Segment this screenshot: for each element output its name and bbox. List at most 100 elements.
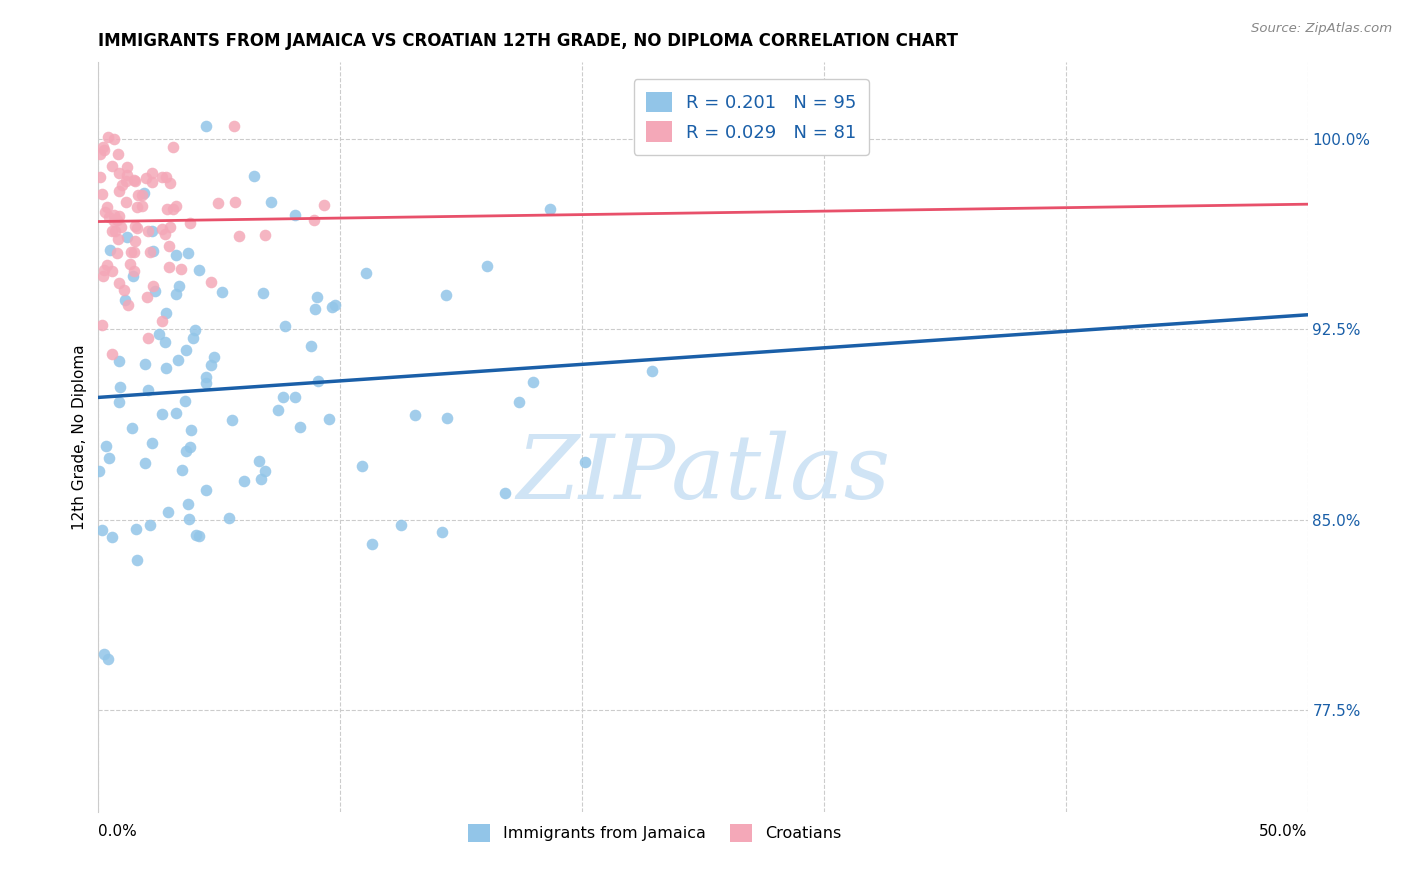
Point [110, 219, 132, 234]
Point [111, 178, 134, 193]
Point [184, 323, 207, 337]
Point [101, 530, 124, 544]
Point [165, 407, 187, 421]
Point [172, 463, 194, 477]
Point [252, 285, 274, 300]
Point [250, 472, 273, 486]
Point [155, 202, 177, 217]
Point [641, 364, 664, 378]
Point [159, 219, 181, 234]
Point [89, 169, 111, 184]
Point [194, 483, 217, 497]
Point [108, 394, 131, 409]
Point [97, 211, 120, 225]
Point [323, 298, 346, 312]
Text: Source: ZipAtlas.com: Source: ZipAtlas.com [1251, 22, 1392, 36]
Point [436, 411, 458, 425]
Point [136, 224, 159, 238]
Point [288, 419, 311, 434]
Point [120, 245, 142, 260]
Point [195, 119, 218, 133]
Point [90, 187, 112, 202]
Point [91, 318, 114, 333]
Point [283, 390, 305, 404]
Point [167, 278, 190, 293]
Point [136, 331, 159, 345]
Point [136, 384, 159, 398]
Point [115, 160, 138, 174]
Point [186, 527, 208, 541]
Point [97, 130, 120, 145]
Point [114, 174, 136, 188]
Point [89, 146, 111, 161]
Point [153, 227, 176, 241]
Point [108, 184, 131, 198]
Point [143, 285, 166, 299]
Point [142, 244, 165, 259]
Point [139, 245, 162, 260]
Point [134, 357, 156, 371]
Point [108, 354, 131, 368]
Point [150, 170, 173, 185]
Point [141, 436, 163, 450]
Point [121, 421, 143, 435]
Point [207, 195, 229, 210]
Point [98, 244, 121, 258]
Point [125, 522, 148, 536]
Point [132, 186, 155, 201]
Point [103, 214, 125, 228]
Point [305, 290, 328, 304]
Point [107, 166, 129, 180]
Point [404, 408, 426, 422]
Point [177, 245, 200, 260]
Point [194, 369, 217, 384]
Point [117, 298, 139, 312]
Point [574, 455, 596, 469]
Point [125, 221, 148, 235]
Point [118, 257, 141, 271]
Point [162, 202, 184, 217]
Point [174, 444, 197, 458]
Point [135, 171, 157, 186]
Point [304, 302, 326, 317]
Point [152, 314, 174, 328]
Point [165, 199, 187, 213]
Point [260, 195, 283, 210]
Point [188, 262, 211, 277]
Point [475, 259, 498, 273]
Point [165, 286, 187, 301]
Point [87, 464, 110, 478]
Point [141, 176, 163, 190]
Point [202, 350, 225, 364]
Point [508, 395, 530, 409]
Point [122, 173, 145, 187]
Point [430, 524, 453, 539]
Point [176, 497, 198, 511]
Point [165, 248, 187, 262]
Point [135, 290, 157, 304]
Point [108, 380, 131, 394]
Text: ZIPatlas: ZIPatlas [516, 431, 890, 518]
Point [91, 140, 114, 154]
Point [153, 335, 176, 350]
Point [91, 268, 114, 283]
Text: IMMIGRANTS FROM JAMAICA VS CROATIAN 12TH GRADE, NO DIPLOMA CORRELATION CHART: IMMIGRANTS FROM JAMAICA VS CROATIAN 12TH… [98, 32, 959, 50]
Point [156, 505, 179, 519]
Point [173, 393, 195, 408]
Point [105, 245, 128, 260]
Point [101, 264, 124, 278]
Point [170, 261, 193, 276]
Point [180, 423, 202, 437]
Point [389, 518, 412, 533]
Point [142, 278, 165, 293]
Point [159, 176, 181, 190]
Point [104, 224, 127, 238]
Point [354, 266, 377, 280]
Point [167, 353, 190, 368]
Text: 50.0%: 50.0% [1260, 824, 1308, 839]
Point [253, 227, 276, 242]
Point [224, 194, 246, 209]
Legend: Immigrants from Jamaica, Croatians: Immigrants from Jamaica, Croatians [461, 817, 848, 848]
Point [352, 458, 374, 473]
Point [107, 147, 129, 161]
